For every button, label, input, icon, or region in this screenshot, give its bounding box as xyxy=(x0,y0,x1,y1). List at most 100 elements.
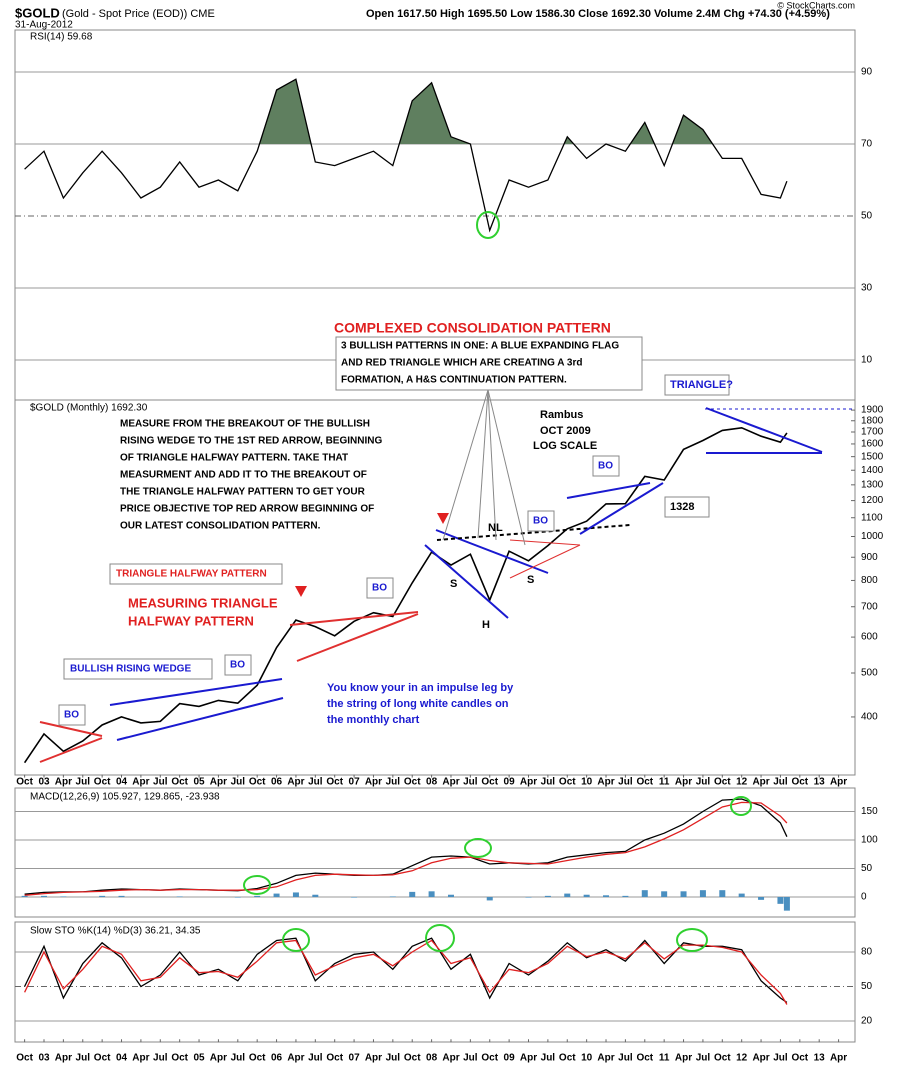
trendline xyxy=(509,539,581,546)
histogram-bar xyxy=(525,897,532,898)
x-tick-label: 06 xyxy=(271,1053,283,1064)
y-tick-label: 90 xyxy=(861,67,873,78)
x-tick-label: Oct xyxy=(791,777,808,788)
annotation: OF TRIANGLE HALFWAY PATTERN. TAKE THAT xyxy=(120,453,348,464)
x-tick-label: Oct xyxy=(559,1053,576,1064)
histogram-bar xyxy=(680,891,687,898)
histogram-bar xyxy=(176,896,183,898)
annotation: HALFWAY PATTERN xyxy=(128,613,254,628)
y-tick-label: 1000 xyxy=(861,531,884,542)
x-tick-label: Jul xyxy=(308,777,323,788)
histogram-bar xyxy=(603,895,610,898)
x-tick-label: 13 xyxy=(814,1053,826,1064)
histogram-bar xyxy=(661,891,668,898)
frame xyxy=(14,921,856,1043)
y-tick-label: 1200 xyxy=(861,495,884,506)
x-tick-label: 12 xyxy=(736,777,748,788)
y-tick-label: 1300 xyxy=(861,479,884,490)
x-tick-label: Apr xyxy=(675,777,692,788)
y-tick-label: 500 xyxy=(861,668,878,679)
x-tick-label: 08 xyxy=(426,777,438,788)
x-tick-label: Jul xyxy=(618,777,633,788)
trendline xyxy=(109,678,283,706)
y-tick-label: 70 xyxy=(861,139,873,150)
y-tick-label: 80 xyxy=(861,947,873,958)
series-line xyxy=(24,801,788,896)
x-tick-label: Oct xyxy=(636,1053,653,1064)
x-tick-label: Oct xyxy=(94,777,111,788)
x-tick-label: Jul xyxy=(696,777,711,788)
circles xyxy=(243,211,752,952)
boxes xyxy=(58,336,730,726)
frame xyxy=(14,787,856,918)
x-tick-label: Apr xyxy=(675,1053,692,1064)
x-tick-label: 03 xyxy=(38,777,50,788)
trendline xyxy=(579,482,664,535)
quote: Open 1617.50 High 1695.50 Low 1586.30 Cl… xyxy=(366,8,830,20)
x-tick-label: Apr xyxy=(55,1053,72,1064)
histogram-bar xyxy=(486,897,493,901)
histogram-bar xyxy=(234,897,241,898)
y-tick-label: 50 xyxy=(861,211,873,222)
arrow xyxy=(437,513,449,524)
histogram-bar xyxy=(783,897,790,911)
histogram-bar xyxy=(389,896,396,898)
trendline xyxy=(509,544,581,579)
x-tick-label: 07 xyxy=(349,777,361,788)
x-tick-label: Jul xyxy=(308,1053,323,1064)
x-tick-label: 08 xyxy=(426,1053,438,1064)
y-tick-label: 900 xyxy=(861,552,878,563)
annotation: BO xyxy=(64,710,79,721)
histogram-bar xyxy=(351,897,358,898)
annotation: LOG SCALE xyxy=(533,440,597,452)
histogram-bar xyxy=(447,894,454,898)
x-tick-label: Oct xyxy=(171,777,188,788)
annotation: S xyxy=(450,578,457,590)
rsi-fill xyxy=(24,79,787,144)
annotation: 1328 xyxy=(670,501,694,513)
histogram-bar xyxy=(60,896,67,898)
x-tick-label: 11 xyxy=(659,1053,670,1064)
annotation: BO xyxy=(230,660,245,671)
histogram-bar xyxy=(292,892,299,898)
x-tick-label: Oct xyxy=(326,1053,343,1064)
y-tick-label: 100 xyxy=(861,835,878,846)
y-tick-label: 1100 xyxy=(861,512,883,523)
x-tick-label: Apr xyxy=(752,1053,769,1064)
x-tick-label: Jul xyxy=(541,777,556,788)
trendline xyxy=(566,482,651,499)
x-tick-label: Jul xyxy=(618,1053,633,1064)
x-tick-label: Apr xyxy=(520,1053,537,1064)
x-tick-label: Apr xyxy=(442,777,459,788)
x-tick-label: Oct xyxy=(636,777,653,788)
annotation: COMPLEXED CONSOLIDATION PATTERN xyxy=(334,320,611,336)
symbol-name: (Gold - Spot Price (EOD)) CME xyxy=(62,8,215,20)
x-tick-label: Apr xyxy=(830,777,847,788)
series-line xyxy=(24,937,788,1003)
x-tick-label: Oct xyxy=(16,1053,33,1064)
y-tick-label: 1400 xyxy=(861,465,884,476)
histogram-bar xyxy=(719,890,726,898)
annotation: the string of long white candles on xyxy=(327,698,509,710)
x-tick-label: Jul xyxy=(76,1053,91,1064)
annotation: TRIANGLE? xyxy=(670,379,733,391)
annotation: You know your in an impulse leg by xyxy=(327,682,514,694)
annotation: TRIANGLE HALFWAY PATTERN xyxy=(116,569,267,580)
x-tick-label: Jul xyxy=(231,777,246,788)
y-tick-label: 400 xyxy=(861,712,878,723)
trendline xyxy=(39,737,103,763)
x-tick-label: 04 xyxy=(116,1053,128,1064)
x-tick-label: 13 xyxy=(814,777,826,788)
histogram-bar xyxy=(409,891,416,898)
x-tick-label: Oct xyxy=(249,777,266,788)
y-tick-label: 1900 xyxy=(861,405,884,416)
x-tick-label: 03 xyxy=(38,1053,50,1064)
x-tick-label: Jul xyxy=(153,777,168,788)
x-tick-label: Jul xyxy=(76,777,91,788)
histogram-bar xyxy=(777,897,784,904)
series-line xyxy=(23,426,788,764)
x-tick-label: Oct xyxy=(404,777,421,788)
x-tick-label: 12 xyxy=(736,1053,748,1064)
histogram-bar xyxy=(99,895,106,898)
x-tick-label: Apr xyxy=(597,777,614,788)
